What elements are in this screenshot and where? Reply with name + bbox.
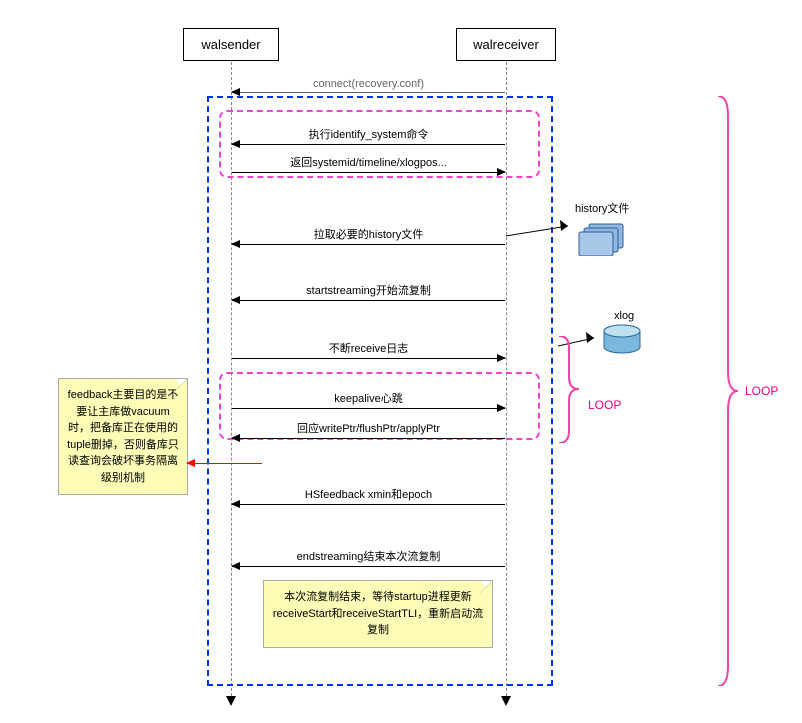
message-3: 拉取必要的history文件 [232, 226, 505, 245]
note-text: 本次流复制结束，等待startup进程更新receiveStart和receiv… [273, 591, 483, 636]
note-text: feedback主要目的是不要让主库做vacuum时，把备库正在使用的tuple… [67, 389, 179, 484]
note-bottom: 本次流复制结束，等待startup进程更新receiveStart和receiv… [263, 580, 493, 648]
message-6: keepalive心跳 [232, 390, 505, 409]
db-label-history: history文件 [575, 200, 629, 216]
brace-outer-loop [716, 96, 740, 686]
participant-label: walsender [201, 37, 260, 52]
message-label: endstreaming结束本次流复制 [232, 548, 505, 564]
participant-walsender: walsender [183, 28, 279, 61]
db-icon-xlog [600, 324, 644, 356]
participant-walreceiver: walreceiver [456, 28, 556, 61]
message-label: 返回systemid/timeline/xlogpos... [232, 154, 505, 170]
message-arrow [232, 408, 505, 409]
message-5: 不断receive日志 [232, 340, 505, 359]
message-arrow [232, 172, 505, 173]
message-arrow [232, 438, 505, 439]
message-label: HSfeedback xmin和epoch [232, 486, 505, 502]
message-8: HSfeedback xmin和epoch [232, 486, 505, 505]
message-7: 回应writePtr/flushPtr/applyPtr [232, 420, 505, 439]
db-icon-history [575, 216, 630, 256]
message-0: connect(recovery.conf) [232, 78, 505, 93]
message-label: connect(recovery.conf) [232, 78, 505, 90]
message-label: startstreaming开始流复制 [232, 282, 505, 298]
message-arrow [232, 300, 505, 301]
message-1: 执行identify_system命令 [232, 126, 505, 145]
participant-label: walreceiver [473, 37, 539, 52]
message-label: 执行identify_system命令 [232, 126, 505, 142]
connector-history [506, 218, 578, 242]
message-label: keepalive心跳 [232, 390, 505, 406]
message-arrow [232, 92, 505, 93]
note-pointer [187, 463, 262, 464]
db-label-xlog: xlog [614, 310, 634, 322]
brace-inner-loop [557, 336, 581, 443]
message-9: endstreaming结束本次流复制 [232, 548, 505, 567]
message-label: 不断receive日志 [232, 340, 505, 356]
message-label: 拉取必要的history文件 [232, 226, 505, 242]
message-4: startstreaming开始流复制 [232, 282, 505, 301]
note-feedback: feedback主要目的是不要让主库做vacuum时，把备库正在使用的tuple… [58, 378, 188, 495]
message-arrow [232, 144, 505, 145]
message-label: 回应writePtr/flushPtr/applyPtr [232, 420, 505, 436]
loop-label-outer: LOOP [745, 384, 778, 398]
loop-label-inner: LOOP [588, 398, 621, 412]
message-arrow [232, 566, 505, 567]
message-arrow [232, 244, 505, 245]
message-arrow [232, 504, 505, 505]
message-2: 返回systemid/timeline/xlogpos... [232, 154, 505, 173]
message-arrow [232, 358, 505, 359]
